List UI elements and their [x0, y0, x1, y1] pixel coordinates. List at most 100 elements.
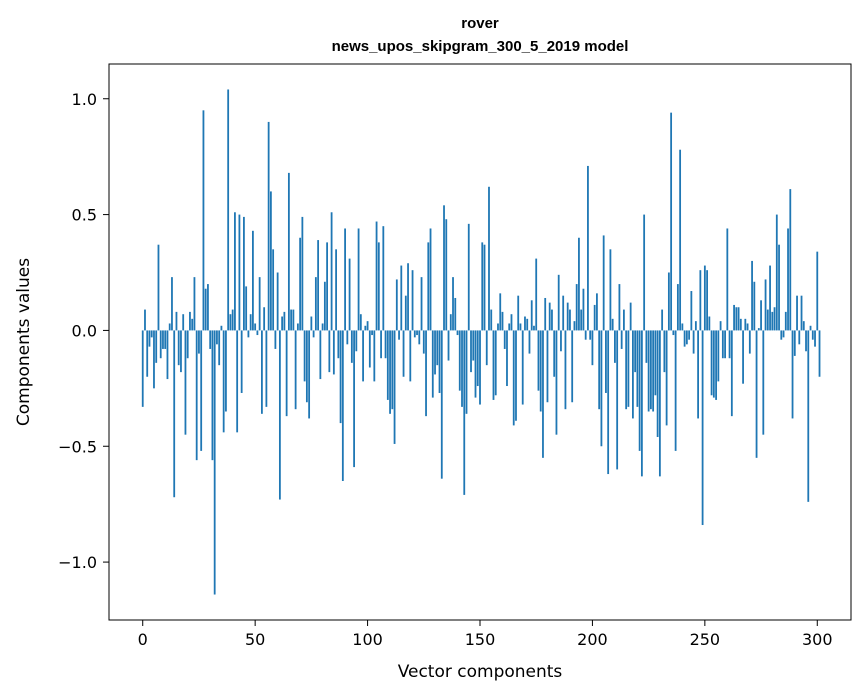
bar — [373, 330, 376, 382]
bar — [328, 330, 331, 373]
bar — [737, 307, 740, 331]
bar — [600, 330, 603, 447]
bar — [445, 219, 448, 331]
bar — [811, 330, 814, 340]
bar — [301, 216, 304, 331]
bar — [245, 286, 248, 331]
bar — [566, 302, 569, 331]
bar — [252, 230, 254, 331]
bar — [308, 330, 311, 419]
bar — [335, 249, 337, 331]
bar — [755, 330, 758, 458]
bar — [162, 330, 164, 349]
bar — [243, 216, 245, 331]
bar — [802, 321, 805, 331]
bar — [182, 314, 185, 331]
bar — [281, 316, 284, 331]
bar — [683, 330, 686, 347]
y-axis-label: Components values — [14, 258, 34, 426]
bar — [584, 330, 587, 340]
bar — [553, 330, 556, 377]
bar — [712, 330, 715, 398]
bar — [674, 330, 677, 451]
bar — [409, 330, 412, 382]
bar — [618, 284, 621, 331]
bar — [164, 330, 167, 349]
bar — [623, 309, 625, 331]
bar — [285, 330, 288, 417]
bar — [229, 314, 232, 331]
bar — [368, 330, 371, 368]
bar — [454, 297, 457, 331]
bar — [283, 311, 286, 331]
bar — [198, 330, 200, 354]
bar — [807, 330, 810, 502]
bar — [719, 321, 722, 331]
bar — [202, 110, 205, 331]
bar — [787, 228, 789, 331]
bar — [769, 265, 771, 331]
bar — [240, 330, 243, 393]
bar — [694, 321, 697, 331]
bar — [157, 244, 160, 331]
bar — [721, 330, 724, 359]
bar — [701, 330, 704, 526]
bar — [616, 330, 619, 470]
bar — [272, 249, 275, 331]
bar — [760, 300, 762, 331]
bar — [816, 251, 819, 331]
bar — [456, 330, 459, 336]
bar — [384, 330, 387, 359]
bar — [438, 330, 441, 393]
bar — [413, 330, 416, 338]
bar — [148, 330, 151, 347]
x-tick-label: 200 — [577, 630, 608, 649]
bar — [632, 330, 634, 419]
bar — [380, 330, 382, 359]
bar — [593, 304, 596, 331]
bar — [216, 330, 218, 345]
bar — [411, 270, 414, 331]
bar — [494, 330, 497, 396]
bar — [757, 328, 760, 331]
bar — [798, 330, 801, 345]
bar — [649, 330, 652, 410]
bar — [317, 240, 320, 331]
x-tick-label: 0 — [138, 630, 148, 649]
bar — [332, 330, 335, 375]
bar — [443, 205, 445, 331]
bar — [629, 302, 632, 331]
bar — [141, 330, 144, 407]
bar — [647, 330, 650, 412]
bar — [312, 330, 315, 338]
bar — [652, 330, 655, 412]
x-tick-label: 300 — [802, 630, 833, 649]
bar — [238, 214, 241, 331]
bar — [377, 242, 380, 331]
bar — [319, 330, 322, 380]
bar — [391, 330, 394, 410]
bar — [337, 330, 340, 359]
bar — [427, 242, 430, 331]
bar — [510, 314, 513, 331]
bar — [778, 244, 780, 331]
bar — [287, 172, 290, 331]
bar — [348, 258, 351, 331]
bar — [296, 323, 299, 331]
bar — [263, 307, 266, 331]
bar — [168, 323, 171, 331]
bar — [560, 330, 562, 352]
bar — [447, 330, 450, 361]
bar — [555, 330, 558, 435]
bar — [258, 277, 261, 331]
bar — [535, 258, 538, 331]
bar — [663, 330, 666, 373]
bar — [533, 325, 535, 331]
bar — [431, 330, 434, 398]
bar — [353, 330, 355, 468]
bar — [458, 330, 461, 391]
bar — [519, 323, 522, 331]
bar — [231, 309, 234, 331]
bar — [398, 330, 400, 340]
